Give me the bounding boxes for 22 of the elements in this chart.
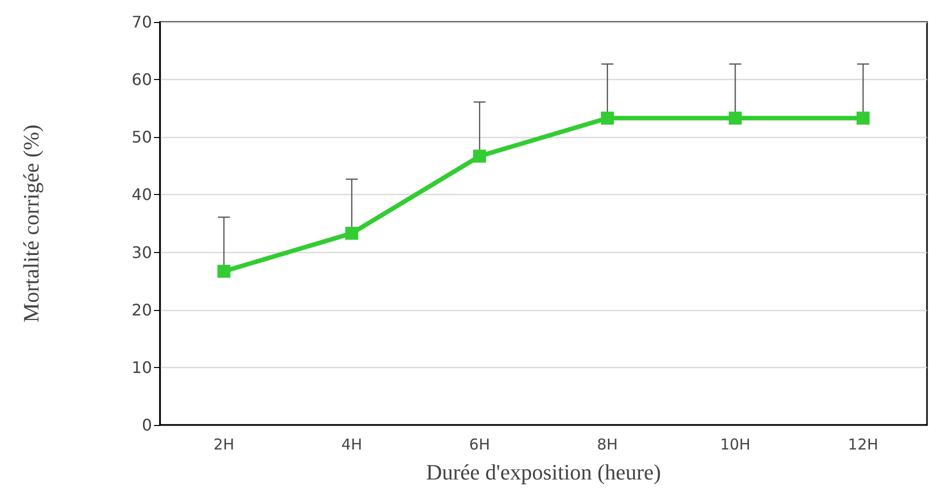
y-tick-label: 40 bbox=[132, 185, 152, 204]
point bbox=[473, 150, 486, 163]
y-tick-label: 50 bbox=[132, 128, 152, 147]
point bbox=[856, 112, 870, 125]
y-axis-title: Mortalité corrigée (%) bbox=[18, 124, 44, 322]
y-tick-label: 0 bbox=[142, 416, 152, 434]
point bbox=[600, 112, 614, 125]
x-axis-title: Durée d'exposition (heure) bbox=[426, 460, 661, 484]
y-tick-label: 10 bbox=[132, 358, 152, 377]
x-tick-label: 2H bbox=[214, 436, 234, 454]
y-tick-label: 30 bbox=[132, 242, 152, 262]
x-tick-label: 12H bbox=[848, 436, 878, 454]
point bbox=[345, 226, 358, 240]
point bbox=[728, 112, 742, 125]
x-tick-label: 8H bbox=[597, 436, 618, 454]
y-tick-label: 70 bbox=[132, 12, 152, 32]
y-tick-label: 60 bbox=[132, 70, 152, 90]
y-tick-label: 20 bbox=[132, 300, 152, 320]
x-tick-label: 10H bbox=[720, 436, 750, 454]
x-tick-label: 4H bbox=[341, 436, 362, 454]
x-tick-label: 6H bbox=[469, 436, 490, 454]
point bbox=[217, 264, 230, 278]
